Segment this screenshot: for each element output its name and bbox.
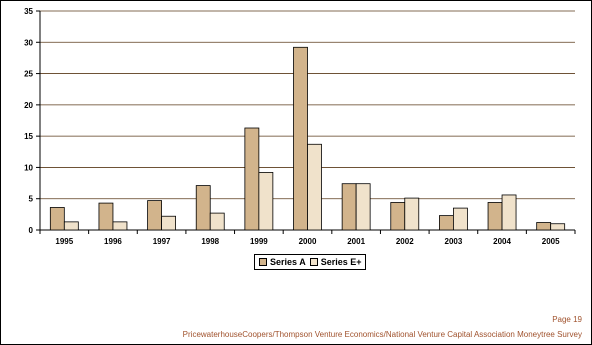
y-tick-label-30: 30 bbox=[24, 38, 33, 47]
page-number: Page 19 bbox=[552, 315, 582, 324]
y-tick-label-15: 15 bbox=[24, 132, 33, 141]
bar-series-a-1998 bbox=[195, 185, 211, 231]
bar-series-a-1997 bbox=[147, 200, 162, 231]
bar-series-e-2003 bbox=[453, 207, 468, 231]
x-tick-label-2002: 2002 bbox=[396, 237, 414, 246]
x-tick-label-2005: 2005 bbox=[542, 237, 560, 246]
bar-series-e-2000 bbox=[307, 143, 322, 231]
legend-item-series-e: Series E+ bbox=[309, 257, 362, 267]
bar-series-a-2003 bbox=[439, 215, 454, 231]
x-tick-label-1995: 1995 bbox=[55, 237, 73, 246]
legend-swatch-series-a bbox=[259, 258, 267, 266]
bar-series-e-1995 bbox=[63, 221, 79, 231]
bar-series-e-2001 bbox=[355, 183, 371, 231]
legend-item-series-a: Series A bbox=[259, 257, 306, 267]
x-tick-label-1997: 1997 bbox=[153, 237, 171, 246]
bar-series-a-1996 bbox=[98, 202, 114, 231]
bar-series-a-2005 bbox=[536, 222, 552, 231]
bar-series-a-1999 bbox=[244, 127, 260, 231]
bar-series-e-1998 bbox=[209, 212, 225, 231]
bar-series-a-2000 bbox=[293, 46, 308, 231]
y-tick-label-35: 35 bbox=[24, 7, 33, 16]
x-tick-label-2004: 2004 bbox=[493, 237, 511, 246]
x-tick-label-1998: 1998 bbox=[201, 237, 219, 246]
y-tick-label-25: 25 bbox=[24, 70, 33, 79]
legend-label-series-a: Series A bbox=[270, 257, 306, 267]
bar-series-e-1997 bbox=[161, 215, 176, 231]
bar-series-a-2004 bbox=[487, 202, 503, 231]
x-tick-label-2003: 2003 bbox=[445, 237, 463, 246]
bar-series-a-2001 bbox=[341, 183, 357, 231]
x-tick-label-2000: 2000 bbox=[299, 237, 317, 246]
legend-label-series-e: Series E+ bbox=[320, 257, 362, 267]
source-note: PricewaterhouseCoopers/Thompson Venture … bbox=[182, 330, 582, 339]
y-tick-label-20: 20 bbox=[24, 101, 33, 110]
legend-swatch-series-e bbox=[309, 258, 318, 266]
bar-series-e-2005 bbox=[550, 223, 566, 231]
bar-series-e-1996 bbox=[112, 221, 128, 231]
bar-series-a-1995 bbox=[49, 207, 65, 231]
y-tick-label-0: 0 bbox=[29, 226, 34, 235]
x-tick-label-1999: 1999 bbox=[250, 237, 268, 246]
y-tick-label-10: 10 bbox=[24, 163, 33, 172]
bar-series-e-1999 bbox=[258, 172, 274, 231]
bar-series-e-2002 bbox=[404, 197, 420, 231]
bar-series-a-2002 bbox=[390, 202, 406, 231]
x-tick-label-1996: 1996 bbox=[104, 237, 122, 246]
y-tick-label-5: 5 bbox=[29, 195, 34, 204]
x-tick-label-2001: 2001 bbox=[347, 237, 365, 246]
bar-series-e-2004 bbox=[501, 194, 517, 231]
chart-legend: Series A Series E+ bbox=[254, 254, 367, 270]
